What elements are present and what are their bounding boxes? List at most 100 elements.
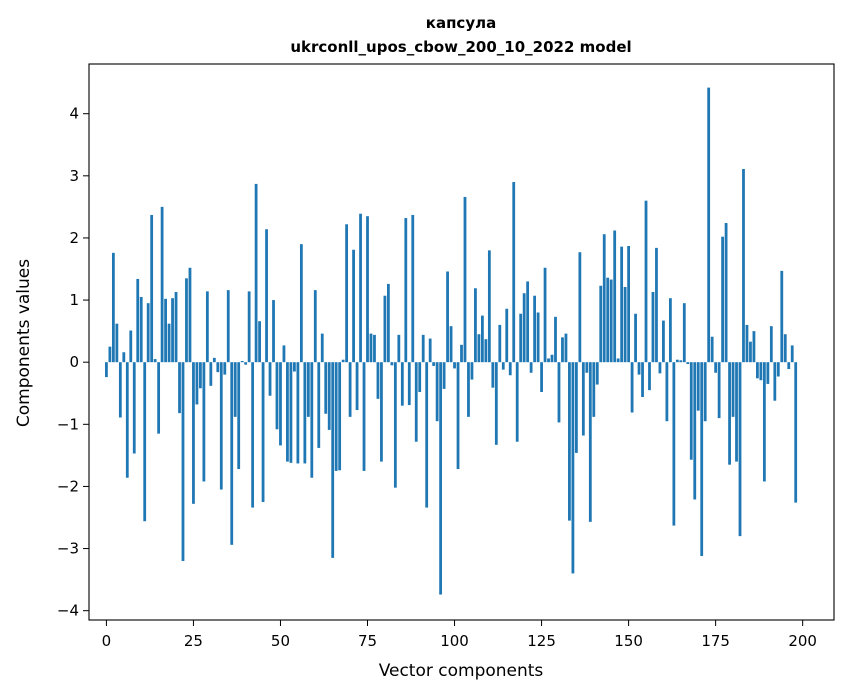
bar <box>724 223 728 363</box>
y-axis-label: Components values <box>14 259 34 427</box>
bar <box>129 330 133 363</box>
bar <box>115 323 119 363</box>
bar <box>150 214 154 363</box>
bar <box>432 362 436 366</box>
y-tick-label: 0 <box>69 353 79 371</box>
bar <box>762 362 766 482</box>
bar <box>188 267 192 363</box>
bar <box>710 336 714 363</box>
bar <box>230 362 234 545</box>
bar <box>641 362 644 397</box>
bar <box>320 333 324 363</box>
bar <box>136 278 140 363</box>
bar <box>178 362 181 414</box>
bar <box>609 279 613 363</box>
bar <box>366 216 369 363</box>
bar <box>185 278 188 363</box>
bar <box>359 213 362 363</box>
bar <box>491 362 495 388</box>
bar <box>303 362 307 464</box>
x-tick-label: 100 <box>440 632 469 650</box>
bar <box>244 362 248 365</box>
bar <box>254 183 258 363</box>
bar <box>216 362 220 373</box>
bar <box>132 362 136 454</box>
bar <box>776 362 780 377</box>
plot-frame <box>88 63 835 621</box>
bar <box>703 362 707 422</box>
bar <box>352 249 355 363</box>
bar <box>456 362 460 470</box>
bar <box>717 362 721 419</box>
bar <box>735 362 738 462</box>
bar <box>578 252 582 363</box>
bar <box>749 341 752 363</box>
bar <box>393 362 397 488</box>
bar <box>355 362 359 411</box>
bar <box>613 230 617 363</box>
bar <box>279 362 282 446</box>
bar <box>481 315 484 363</box>
bar <box>146 303 150 363</box>
y-tick-label: −3 <box>57 540 79 558</box>
bar <box>769 326 773 363</box>
bar <box>780 270 784 363</box>
bar <box>160 206 164 363</box>
bar <box>585 362 589 373</box>
bar <box>428 338 432 363</box>
bar <box>574 362 578 453</box>
bar <box>421 334 425 363</box>
bar <box>463 196 467 363</box>
bar <box>477 334 481 363</box>
bar <box>682 303 686 363</box>
bar <box>272 300 275 363</box>
bar <box>460 344 463 363</box>
bar <box>111 252 115 363</box>
bar <box>693 362 697 500</box>
bar <box>383 295 387 363</box>
bar <box>627 246 630 363</box>
bar <box>282 345 286 363</box>
bar <box>529 362 533 373</box>
bar <box>369 333 373 363</box>
bar <box>449 326 453 363</box>
bar <box>212 357 216 363</box>
bar <box>714 362 718 373</box>
bar <box>306 362 310 417</box>
bar <box>533 295 536 363</box>
bar <box>686 362 690 365</box>
bar <box>752 331 756 363</box>
bar <box>439 362 443 595</box>
x-tick-label: 75 <box>358 632 377 650</box>
bar <box>568 362 571 521</box>
bar <box>174 291 178 363</box>
bar <box>167 323 171 363</box>
bar <box>554 316 557 363</box>
bar <box>199 362 202 389</box>
bar <box>373 334 376 363</box>
bar <box>237 362 241 470</box>
bar <box>247 291 251 363</box>
bar <box>317 362 321 448</box>
bar <box>557 362 561 423</box>
bar <box>644 200 648 363</box>
bar <box>331 362 335 558</box>
bar <box>759 362 763 381</box>
bar <box>310 362 314 478</box>
bar <box>707 87 711 363</box>
bar <box>738 362 742 537</box>
bar <box>501 362 505 370</box>
bar <box>338 362 342 471</box>
bar <box>223 362 227 375</box>
bar <box>655 247 658 363</box>
bar <box>634 313 637 363</box>
bar <box>616 358 620 363</box>
bar <box>202 362 206 482</box>
chart-title-line2: ukrconll_upos_cbow_200_10_2022 model <box>290 38 631 56</box>
bar <box>637 362 641 375</box>
bar <box>258 321 261 363</box>
bar <box>696 362 700 411</box>
bar <box>404 218 408 363</box>
